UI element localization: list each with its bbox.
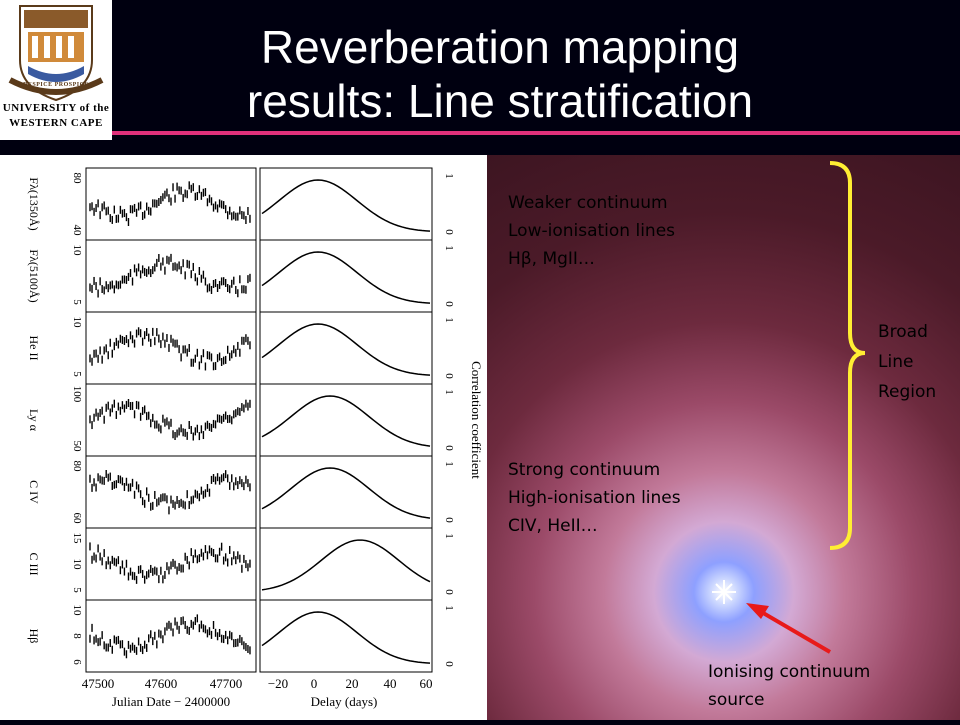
x-axis-label-left: Julian Date − 2400000 [112, 694, 230, 709]
ccf-tick-label: 0 [443, 373, 455, 379]
x-tick-right-label: 0 [311, 676, 318, 691]
ccf-panel [259, 167, 433, 241]
x-tick-left-label: 47700 [210, 676, 243, 691]
title-line-1: Reverberation mapping [260, 21, 740, 73]
ytick-label: 10 [71, 559, 83, 571]
ccf-panel [259, 599, 433, 673]
blr-label-line-1: Broad [878, 322, 928, 342]
ccf-tick-label: 1 [443, 389, 455, 395]
ccf-curve [261, 251, 431, 304]
ccf-tick-label: 1 [443, 245, 455, 251]
panel-ylabel: Hβ [27, 629, 41, 644]
ccf-tick-label: 0 [443, 589, 455, 595]
ccf-tick-label: 0 [443, 661, 455, 667]
ccf-curve [261, 467, 431, 519]
ccf-tick-label: 1 [443, 173, 455, 179]
ccf-curve [261, 323, 431, 376]
ccf-tick-label: 1 [443, 317, 455, 323]
weak-continuum-label: Weaker continuum [508, 193, 668, 213]
low-ionisation-label: Low-ionisation lines [508, 221, 676, 241]
blr-label-line-2: Line [878, 352, 914, 372]
ytick-label: 5 [71, 587, 83, 593]
high-ionisation-lines-list: CIV, HeII… [508, 516, 598, 536]
ytick-label: 5 [71, 371, 83, 377]
panel-ylabel: Fλ(5100Å) [27, 249, 41, 302]
source-arrow [756, 608, 832, 654]
ytick-label: 6 [71, 659, 83, 665]
strong-continuum-label: Strong continuum [508, 460, 661, 480]
ccf-panel [259, 311, 433, 385]
blr-bracket [829, 161, 866, 550]
ccf-curve [261, 179, 431, 232]
ytick-label: 8 [71, 633, 83, 639]
ccf-curve [261, 539, 431, 591]
source-label-line-1: Ionising continuum [708, 662, 871, 682]
crest-icon [8, 5, 104, 102]
broad-line-region-illustration: Weaker continuum Low-ionisation lines Hβ… [487, 155, 960, 720]
title-line-2: results: Line stratification [246, 75, 754, 127]
ytick-label: 10 [71, 245, 83, 257]
slide-header: RESPICE PROSPICE UNIVERSITY of the WESTE… [0, 0, 960, 155]
ccf-tick-label: 0 [443, 229, 455, 235]
logo-line-1: UNIVERSITY of the [2, 102, 110, 114]
ytick-label: 15 [71, 533, 83, 545]
ccf-tick-label: 0 [443, 301, 455, 307]
low-ionisation-lines-list: Hβ, MgII… [508, 249, 595, 269]
ccf-panel [259, 239, 433, 313]
central-source-star [712, 580, 736, 604]
ccf-tick-label: 0 [443, 445, 455, 451]
x-tick-left-label: 47600 [145, 676, 178, 691]
panel-ylabel: C III [27, 553, 41, 576]
panel-ylabel: C IV [27, 480, 41, 504]
source-arrow-head [746, 603, 769, 619]
x-axis-label-right: Delay (days) [311, 694, 378, 709]
x-tick-right-label: 60 [420, 676, 433, 691]
light-curve-panel [85, 311, 257, 385]
ytick-label: 40 [71, 225, 83, 237]
ccf-tick-label: 1 [443, 461, 455, 467]
panel-ylabel: Ly α [27, 409, 41, 432]
right-axis-label: Correlation coefficient [469, 361, 484, 479]
ytick-label: 50 [71, 441, 83, 453]
panel-ylabel: He II [27, 336, 41, 361]
light-curve-panel [85, 455, 257, 529]
ytick-label: 10 [71, 317, 83, 329]
ytick-label: 10 [71, 605, 83, 617]
logo-line-2: WESTERN CAPE [9, 117, 103, 129]
title-rule [112, 131, 960, 135]
university-logo: RESPICE PROSPICE UNIVERSITY of the WESTE… [0, 0, 112, 140]
slide-title: Reverberation mapping results: Line stra… [150, 20, 850, 128]
reverberation-figure: Fλ(1350Å) 40 80 0 1 Fλ(5100Å) 5 10 0 1 He II 5 10 0 1 L… [0, 155, 487, 720]
x-tick-right-label: 20 [346, 676, 359, 691]
ytick-label: 80 [71, 173, 83, 185]
ccf-tick-label: 1 [443, 605, 455, 611]
ccf-curve [261, 611, 431, 664]
source-label-line-2: source [708, 690, 765, 710]
light-curve-panel [85, 239, 257, 313]
ytick-label: 100 [71, 386, 83, 403]
ytick-label: 80 [71, 461, 83, 473]
x-tick-left-label: 47500 [82, 676, 115, 691]
ytick-label: 5 [71, 299, 83, 305]
x-tick-right-label: −20 [268, 676, 288, 691]
x-tick-right-label: 40 [384, 676, 397, 691]
ccf-tick-label: 1 [443, 533, 455, 539]
ytick-label: 60 [71, 513, 83, 525]
ccf-tick-label: 0 [443, 517, 455, 523]
logo-motto: RESPICE PROSPICE [23, 82, 89, 88]
blr-label-line-3: Region [878, 382, 937, 402]
light-curve-panel [85, 599, 257, 673]
high-ionisation-label: High-ionisation lines [508, 488, 681, 508]
ccf-curve [261, 395, 431, 447]
ccf-panel [259, 527, 433, 601]
panel-ylabel: Fλ(1350Å) [27, 177, 41, 230]
